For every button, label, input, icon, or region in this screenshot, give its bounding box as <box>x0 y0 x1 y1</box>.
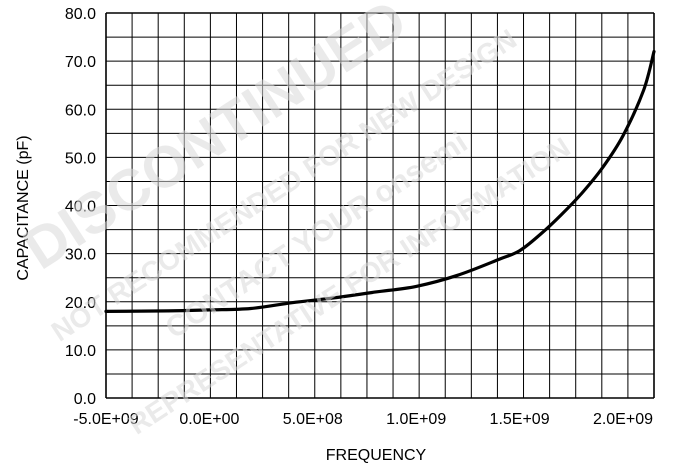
y-tick-label: 30.0 <box>65 247 96 264</box>
y-axis-label: CAPACITANCE (pF) <box>15 135 32 280</box>
y-tick-labels: 0.0 10.0 20.0 30.0 40.0 50.0 60.0 70.0 80.0 <box>65 6 96 408</box>
x-tick-label: 0.0E+00 <box>179 411 239 428</box>
y-tick-label: 70.0 <box>65 54 96 71</box>
grid <box>105 12 655 399</box>
series-curve-group <box>104 49 656 313</box>
x-tick-labels: -5.0E+09 0.0E+00 5.0E+08 1.0E+09 1.5E+09 2.0E… <box>73 411 653 428</box>
x-tick-label: 1.5E+09 <box>490 411 550 428</box>
y-tick-label: 80.0 <box>65 6 96 23</box>
x-tick-label: 1.0E+09 <box>386 411 446 428</box>
y-tick-label: 0.0 <box>74 391 96 408</box>
series-line <box>104 49 656 313</box>
y-tick-label: 40.0 <box>65 199 96 216</box>
x-tick-label: -5.0E+09 <box>73 411 138 428</box>
y-tick-label: 10.0 <box>65 343 96 360</box>
y-tick-label: 60.0 <box>65 102 96 119</box>
x-tick-label: 5.0E+08 <box>283 411 343 428</box>
y-tick-label: 50.0 <box>65 150 96 167</box>
x-axis-label: FREQUENCY <box>326 447 427 464</box>
x-tick-label: 2.0E+09 <box>593 411 653 428</box>
y-tick-label: 20.0 <box>65 295 96 312</box>
